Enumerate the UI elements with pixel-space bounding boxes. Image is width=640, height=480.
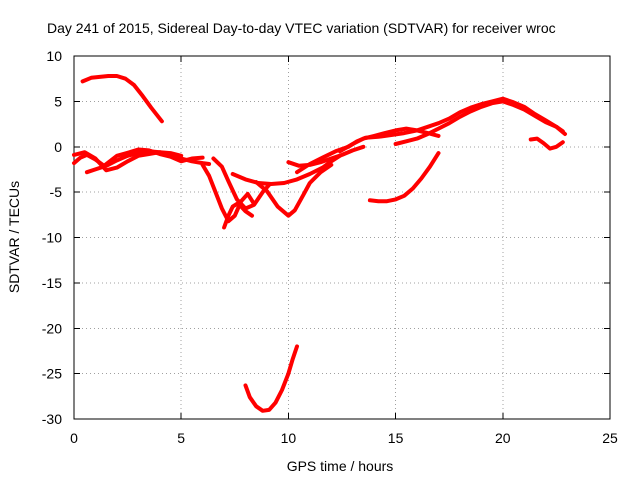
x-tick-label: 0 — [70, 430, 78, 446]
series-line-sat-i — [254, 162, 334, 218]
y-tick-label: -15 — [42, 275, 62, 291]
y-tick-label: -25 — [42, 366, 62, 382]
y-tick-label: 5 — [54, 93, 62, 109]
y-tick-label: -10 — [42, 230, 62, 246]
series-line-sat-m — [393, 99, 565, 146]
data-series — [72, 74, 567, 413]
x-tick-label: 5 — [177, 430, 185, 446]
series-line-sat-f — [211, 156, 272, 211]
x-tick-label: 15 — [388, 430, 404, 446]
y-tick-label: 10 — [46, 48, 62, 64]
gridlines — [74, 56, 610, 419]
series-line-sat-p — [243, 344, 299, 413]
series-line-sat-h — [230, 153, 342, 186]
y-tick-label: 0 — [54, 139, 62, 155]
series-line-sat-g — [222, 201, 254, 230]
y-tick-label: -5 — [50, 184, 63, 200]
series-line-sat-l — [337, 96, 567, 154]
series-line-sat-j — [286, 144, 366, 168]
y-axis-label: SDTVAR / TECUs — [6, 181, 22, 293]
series-line-sat-d — [84, 149, 212, 175]
axis-ticks — [73, 55, 611, 420]
series-line-sat-o — [528, 136, 565, 151]
series-line-sat-n — [367, 151, 441, 204]
chart-title: Day 241 of 2015, Sidereal Day-to-day VTE… — [47, 20, 556, 36]
x-tick-label: 25 — [602, 430, 618, 446]
series-line-sat-a — [80, 74, 164, 124]
y-tick-label: -20 — [42, 320, 62, 336]
x-tick-label: 10 — [281, 430, 297, 446]
y-tick-label: -30 — [42, 411, 62, 427]
x-axis-label: GPS time / hours — [287, 458, 394, 474]
tick-labels: 0 5 10 15 20 25 10 5 0 -5 -10 -15 -20 -25 -30 — [42, 48, 618, 446]
x-tick-label: 20 — [495, 430, 511, 446]
